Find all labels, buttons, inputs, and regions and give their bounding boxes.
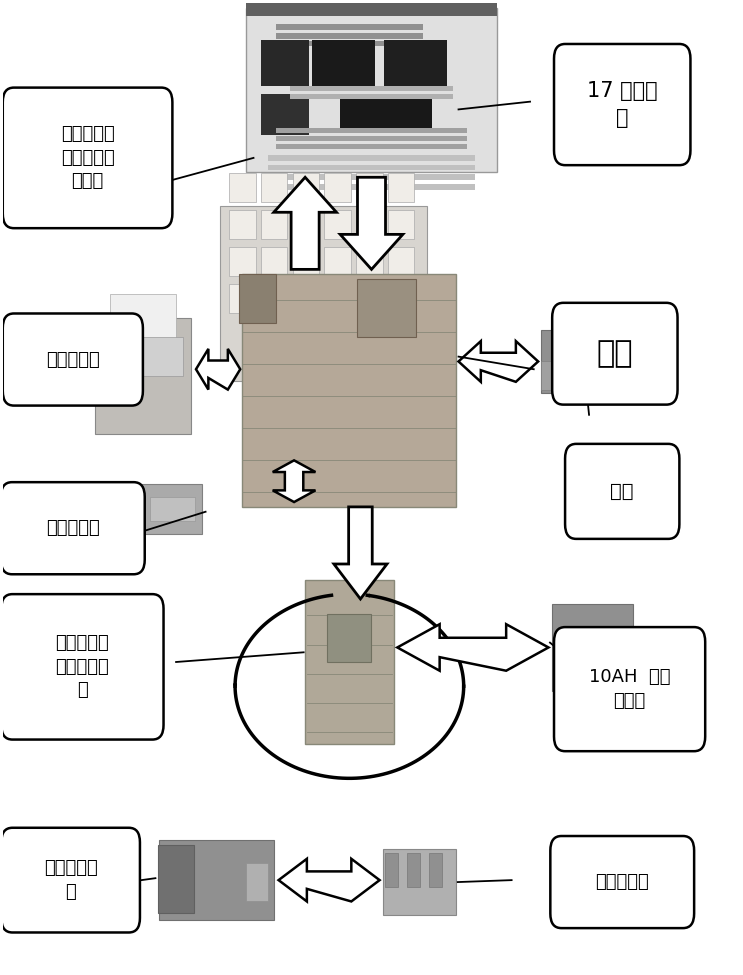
Bar — [276, 33, 423, 39]
FancyBboxPatch shape — [565, 444, 679, 539]
Text: 三通电磁阀: 三通电磁阀 — [595, 873, 649, 891]
Bar — [388, 174, 415, 203]
Bar — [541, 361, 629, 390]
Bar — [293, 174, 319, 203]
Polygon shape — [334, 507, 387, 599]
Text: 多功能卡槽: 多功能卡槽 — [46, 520, 100, 537]
Bar — [229, 284, 256, 313]
Bar — [150, 496, 195, 521]
Bar — [229, 211, 256, 239]
Bar — [356, 211, 383, 239]
Polygon shape — [273, 177, 337, 269]
Bar — [429, 853, 442, 887]
Bar — [407, 853, 421, 887]
Polygon shape — [196, 349, 240, 390]
Bar — [324, 211, 351, 239]
Bar — [293, 211, 319, 239]
Bar — [385, 853, 398, 887]
Bar — [268, 184, 475, 190]
Bar — [246, 863, 268, 902]
Bar — [103, 491, 132, 526]
Bar — [305, 579, 394, 744]
Bar — [324, 247, 351, 276]
Text: 带有操作流
程指示的专
用键盘: 带有操作流 程指示的专 用键盘 — [61, 126, 114, 190]
Bar — [293, 247, 319, 276]
Bar — [268, 175, 475, 180]
Bar — [293, 284, 319, 313]
Bar — [261, 284, 288, 313]
Polygon shape — [279, 859, 380, 902]
Bar — [291, 95, 452, 99]
Polygon shape — [273, 460, 316, 502]
Bar — [229, 247, 256, 276]
Text: 电源及自动
加压控制单
元: 电源及自动 加压控制单 元 — [56, 635, 109, 699]
Bar — [384, 40, 447, 86]
Bar — [261, 174, 288, 203]
Text: 17 吋液晶
屏: 17 吋液晶 屏 — [587, 81, 658, 128]
Polygon shape — [340, 177, 403, 269]
Bar — [246, 3, 497, 16]
Bar — [324, 284, 351, 313]
FancyBboxPatch shape — [1, 483, 145, 574]
Bar — [221, 207, 426, 381]
Bar — [262, 40, 309, 86]
Bar — [541, 330, 629, 393]
Bar — [276, 41, 423, 47]
FancyBboxPatch shape — [3, 88, 172, 228]
Bar — [242, 274, 456, 507]
FancyBboxPatch shape — [1, 594, 163, 740]
Bar — [356, 284, 383, 313]
Bar — [276, 129, 467, 134]
Bar — [552, 604, 633, 691]
Bar — [158, 845, 194, 913]
FancyBboxPatch shape — [554, 44, 690, 165]
Bar — [357, 279, 416, 337]
Text: 微型打印机: 微型打印机 — [46, 351, 100, 369]
Bar — [563, 679, 622, 713]
Bar — [340, 96, 432, 133]
Bar — [383, 849, 456, 915]
Bar — [229, 174, 256, 203]
Bar — [388, 247, 415, 276]
FancyBboxPatch shape — [554, 627, 705, 751]
FancyBboxPatch shape — [552, 303, 678, 405]
Text: 10AH  锂离
子电池: 10AH 锂离 子电池 — [589, 668, 670, 710]
FancyBboxPatch shape — [1, 828, 140, 932]
Bar — [356, 247, 383, 276]
Bar — [246, 8, 497, 173]
Bar — [276, 136, 467, 141]
Bar — [388, 284, 415, 313]
FancyBboxPatch shape — [3, 314, 143, 406]
Bar — [84, 484, 202, 534]
Bar — [261, 247, 288, 276]
Text: 医用微型气
泵: 医用微型气 泵 — [44, 859, 97, 901]
Bar — [276, 24, 423, 30]
Bar — [239, 274, 276, 323]
Text: 光驱: 光驱 — [611, 482, 634, 501]
Bar — [312, 40, 374, 86]
Bar — [95, 318, 191, 434]
Bar — [276, 144, 467, 148]
Bar — [262, 94, 309, 135]
Polygon shape — [398, 624, 548, 671]
Bar — [103, 337, 184, 376]
Bar — [291, 86, 452, 91]
Bar — [388, 211, 415, 239]
Bar — [356, 174, 383, 203]
Bar — [327, 613, 372, 662]
Bar — [268, 165, 475, 171]
FancyBboxPatch shape — [551, 836, 694, 928]
Text: 主板: 主板 — [597, 339, 633, 369]
Bar — [261, 211, 288, 239]
Bar — [110, 293, 176, 352]
Bar — [268, 155, 475, 161]
Bar — [324, 174, 351, 203]
Bar — [160, 840, 273, 919]
Polygon shape — [458, 341, 538, 382]
